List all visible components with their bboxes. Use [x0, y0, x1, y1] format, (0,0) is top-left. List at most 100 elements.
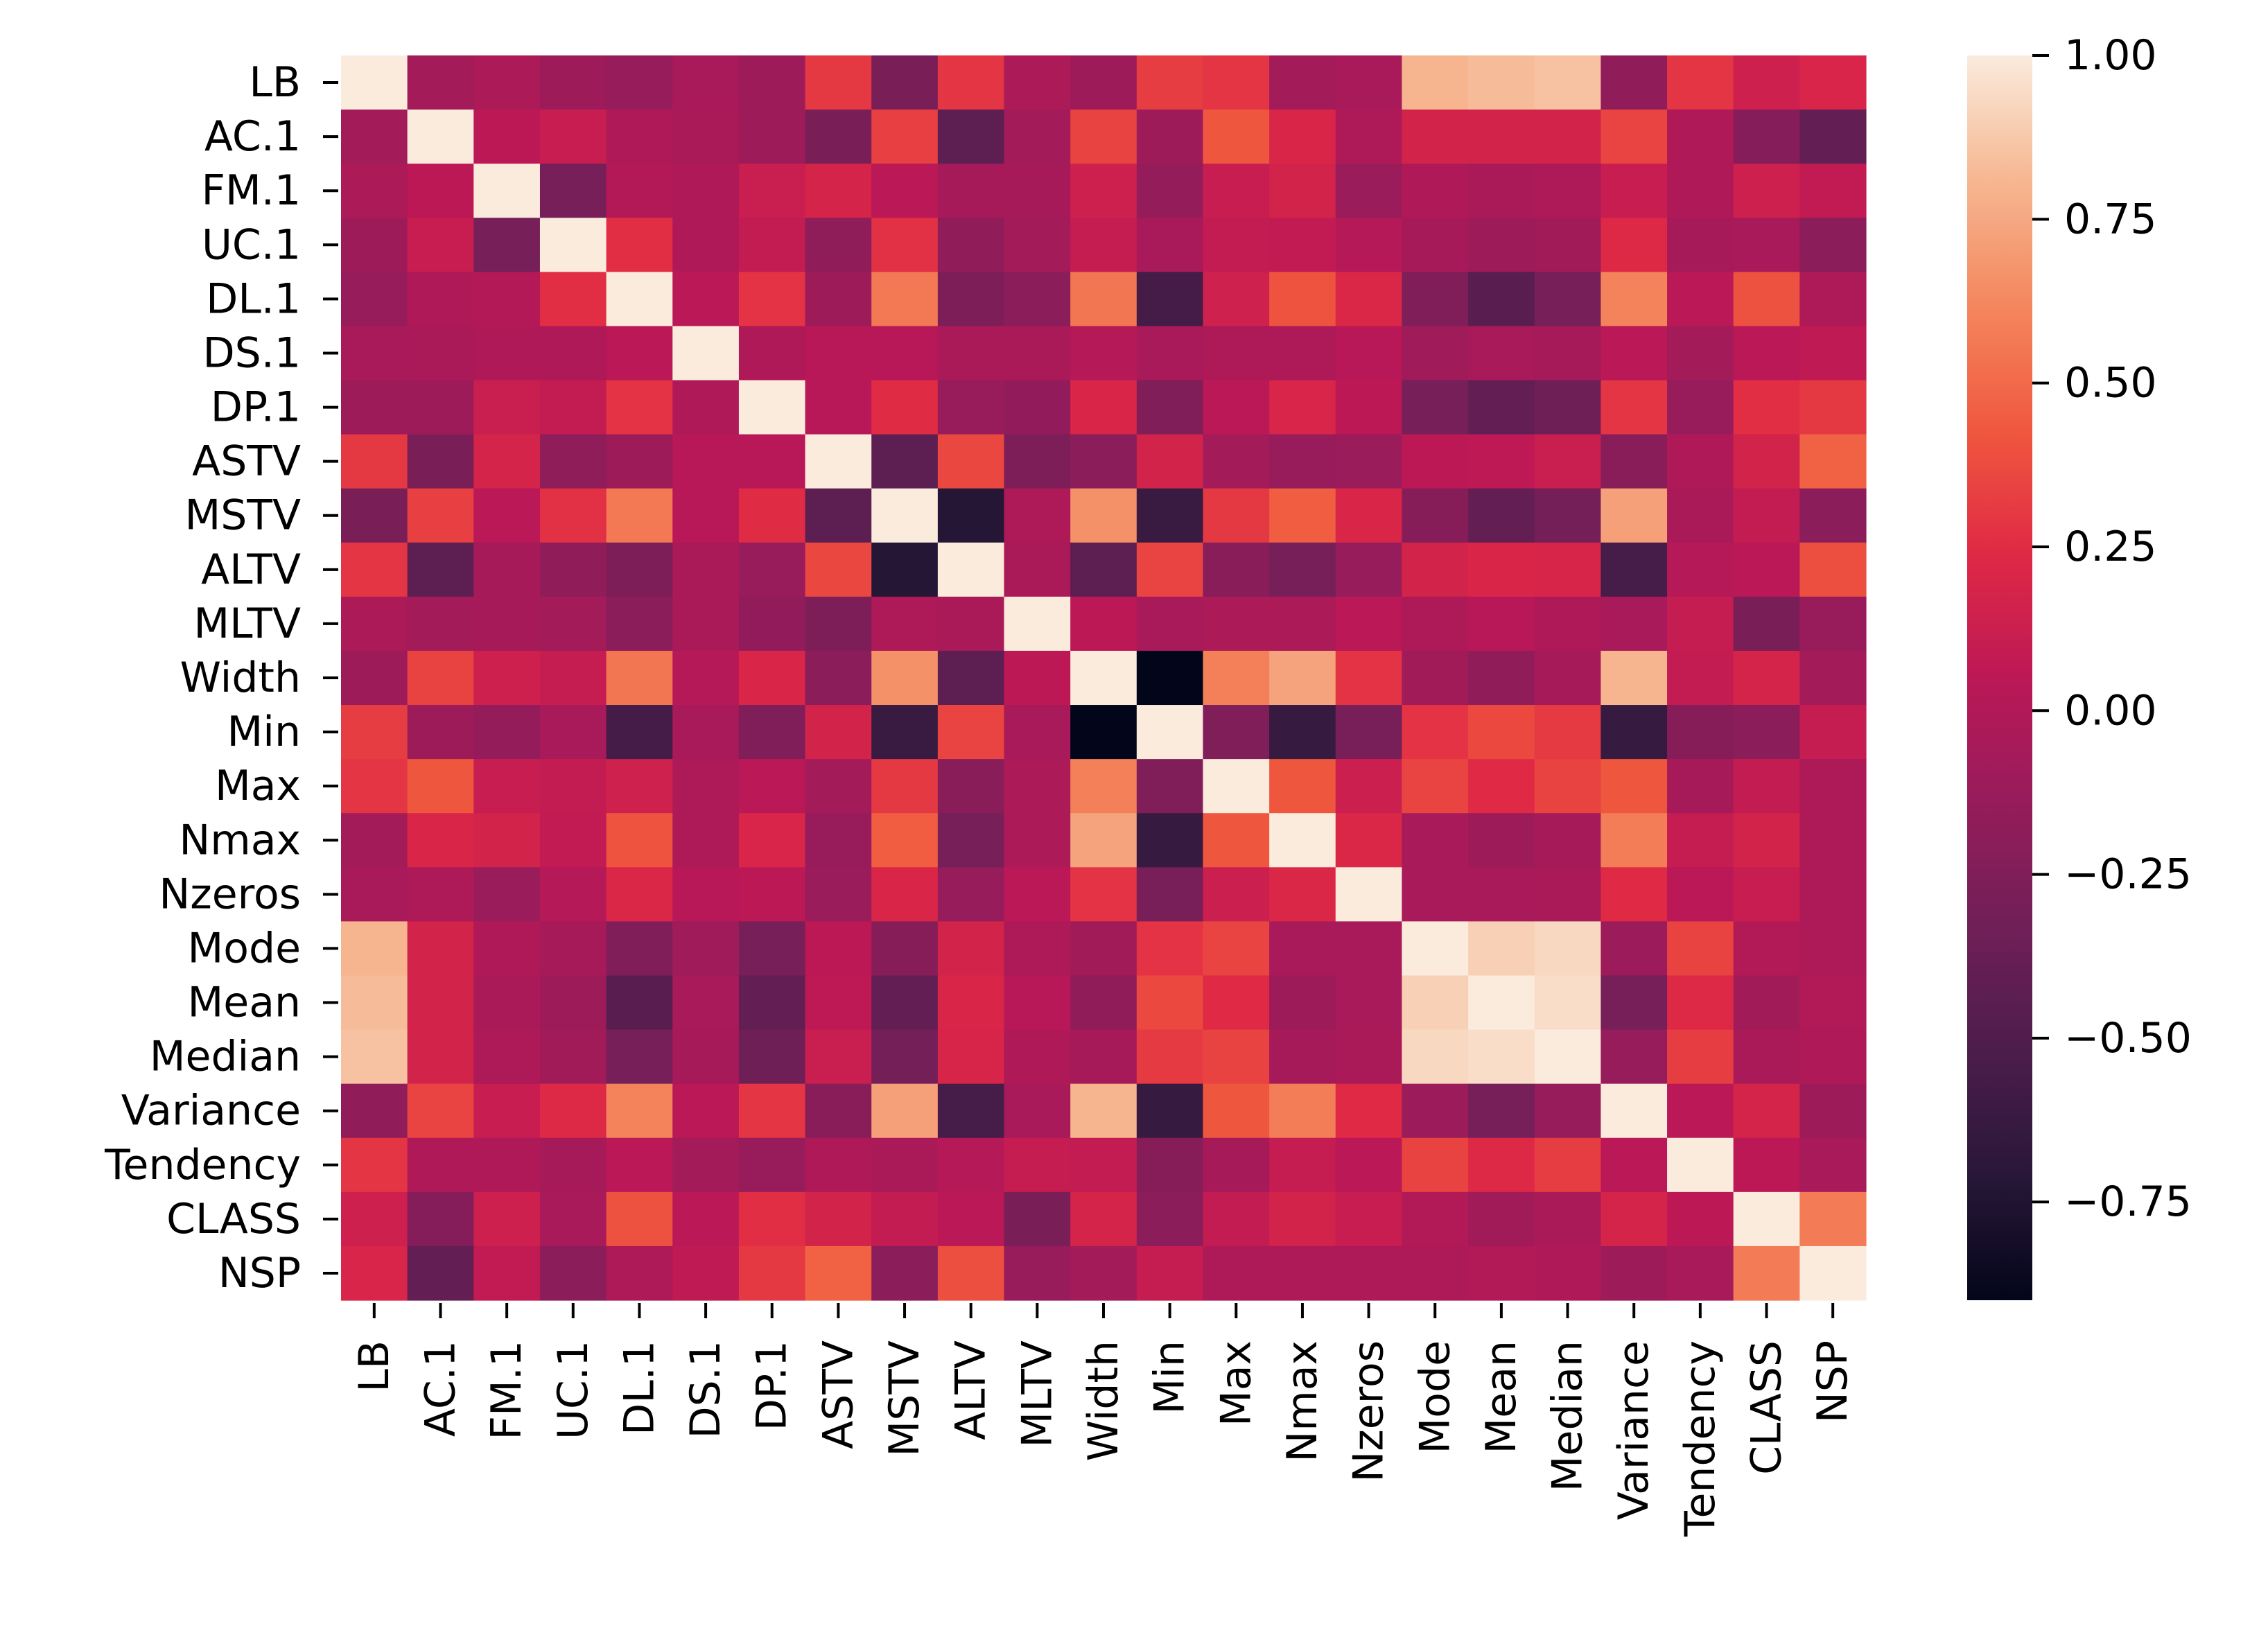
y-tick-label: DP.1 [211, 383, 301, 432]
heatmap-cell-UC.1-DS.1 [672, 218, 740, 272]
heatmap-cell-NSP-LB [341, 1245, 408, 1301]
heatmap-cell-Tendency-AC.1 [407, 1137, 474, 1193]
heatmap-cell-Tendency-Width [1070, 1137, 1137, 1193]
heatmap-cell-DS.1-CLASS [1733, 326, 1800, 381]
x-tick-label: Median [1544, 1340, 1592, 1492]
heatmap-cell-DS.1-MSTV [871, 326, 939, 381]
x-tick-label: UC.1 [549, 1340, 597, 1440]
heatmap-cell-Tendency-ASTV [805, 1137, 872, 1193]
heatmap-cell-Max-LB [341, 759, 408, 814]
heatmap-cell-CLASS-ASTV [805, 1191, 872, 1247]
heatmap-cell-Width-LB [341, 650, 408, 706]
heatmap-cell-Width-DP.1 [738, 650, 806, 706]
heatmap-cell-DS.1-Min [1136, 326, 1204, 381]
heatmap-cell-Nzeros-NSP [1799, 867, 1867, 922]
heatmap-cell-DL.1-CLASS [1733, 272, 1800, 327]
y-tick-label: NSP [218, 1249, 301, 1297]
heatmap-cell-Median-DL.1 [606, 1029, 673, 1085]
heatmap-cell-AC.1-FM.1 [473, 110, 541, 164]
heatmap-cell-ASTV-AC.1 [407, 434, 474, 489]
heatmap-cell-Variance-UC.1 [539, 1083, 607, 1139]
heatmap-cell-Mean-Min [1136, 975, 1204, 1031]
heatmap-cell-Nmax-DP.1 [738, 813, 806, 868]
heatmap-cell-Width-CLASS [1733, 650, 1800, 706]
x-tick-label: CLASS [1743, 1340, 1791, 1475]
heatmap-cell-Max-ASTV [805, 759, 872, 814]
heatmap-cell-Nmax-ALTV [937, 813, 1005, 868]
heatmap-cell-Mode-UC.1 [539, 921, 607, 977]
heatmap-cell-AC.1-Nmax [1269, 110, 1336, 164]
heatmap-cell-Mean-Mean [1468, 975, 1535, 1031]
heatmap-cell-UC.1-Nzeros [1335, 218, 1403, 272]
heatmap-cell-Tendency-DS.1 [672, 1137, 740, 1193]
heatmap-cell-Nzeros-Max [1203, 867, 1270, 922]
heatmap-cell-NSP-Mode [1402, 1245, 1469, 1301]
heatmap-cell-DL.1-DS.1 [672, 272, 740, 327]
heatmap-cell-ALTV-DL.1 [606, 542, 673, 597]
heatmap-cell-Width-NSP [1799, 650, 1867, 706]
heatmap-cell-DP.1-Min [1136, 380, 1204, 435]
heatmap-cell-Median-ASTV [805, 1029, 872, 1085]
heatmap-cell-Tendency-FM.1 [473, 1137, 541, 1193]
heatmap-cell-MSTV-CLASS [1733, 488, 1800, 543]
heatmap-cell-Nmax-Tendency [1667, 813, 1734, 868]
heatmap-cell-AC.1-ALTV [937, 110, 1005, 164]
heatmap-cell-UC.1-AC.1 [407, 218, 474, 272]
heatmap-cell-Mean-Median [1534, 975, 1601, 1031]
heatmap-cell-DL.1-ALTV [937, 272, 1005, 327]
heatmap-cell-Mode-Nzeros [1335, 921, 1403, 977]
heatmap-cell-FM.1-Median [1534, 164, 1601, 218]
heatmap-cell-Nmax-Mean [1468, 813, 1535, 868]
heatmap-cell-MLTV-ASTV [805, 596, 872, 652]
heatmap-cell-MSTV-LB [341, 488, 408, 543]
heatmap-cell-Median-Median [1534, 1029, 1601, 1085]
heatmap-cell-Min-DP.1 [738, 705, 806, 760]
heatmap-cell-Mean-DL.1 [606, 975, 673, 1031]
heatmap-cell-DL.1-MLTV [1004, 272, 1071, 327]
heatmap-cell-MLTV-DP.1 [738, 596, 806, 652]
heatmap-cell-Variance-CLASS [1733, 1083, 1800, 1139]
heatmap-cell-Nmax-Median [1534, 813, 1601, 868]
heatmap-cell-FM.1-UC.1 [539, 164, 607, 218]
heatmap-cell-FM.1-MLTV [1004, 164, 1071, 218]
heatmap-cell-Tendency-DP.1 [738, 1137, 806, 1193]
heatmap-cell-Min-Variance [1600, 705, 1668, 760]
heatmap-cell-Mean-AC.1 [407, 975, 474, 1031]
heatmap-cell-DS.1-MLTV [1004, 326, 1071, 381]
heatmap-cell-Variance-MLTV [1004, 1083, 1071, 1139]
heatmap-cell-Min-Tendency [1667, 705, 1734, 760]
heatmap-cell-Nmax-MLTV [1004, 813, 1071, 868]
heatmap-cell-Nmax-DL.1 [606, 813, 673, 868]
heatmap-cell-DL.1-AC.1 [407, 272, 474, 327]
heatmap-cell-Width-ALTV [937, 650, 1005, 706]
heatmap-cell-NSP-ASTV [805, 1245, 872, 1301]
heatmap-cell-LB-FM.1 [473, 55, 541, 110]
heatmap-cell-MLTV-LB [341, 596, 408, 652]
heatmap-cell-MLTV-Mode [1402, 596, 1469, 652]
heatmap-cell-Median-AC.1 [407, 1029, 474, 1085]
heatmap-cell-Nzeros-DL.1 [606, 867, 673, 922]
heatmap-cell-FM.1-MSTV [871, 164, 939, 218]
heatmap-cell-ASTV-ALTV [937, 434, 1005, 489]
heatmap-cell-Variance-ASTV [805, 1083, 872, 1139]
x-tick-label: Nmax [1278, 1340, 1327, 1462]
heatmap-cell-Nmax-UC.1 [539, 813, 607, 868]
heatmap-cell-LB-Nmax [1269, 55, 1336, 110]
heatmap-cell-MLTV-FM.1 [473, 596, 541, 652]
heatmap-cell-Min-Nmax [1269, 705, 1336, 760]
heatmap-cell-MSTV-UC.1 [539, 488, 607, 543]
heatmap-cell-NSP-UC.1 [539, 1245, 607, 1301]
heatmap-cell-MSTV-Width [1070, 488, 1137, 543]
heatmap-cell-Tendency-MSTV [871, 1137, 939, 1193]
heatmap-cell-Variance-ALTV [937, 1083, 1005, 1139]
heatmap-cell-ASTV-DP.1 [738, 434, 806, 489]
heatmap-cell-Mode-AC.1 [407, 921, 474, 977]
heatmap-cell-Tendency-LB [341, 1137, 408, 1193]
heatmap-cell-DP.1-ASTV [805, 380, 872, 435]
heatmap-cell-LB-Mode [1402, 55, 1469, 110]
heatmap-cell-MLTV-Mean [1468, 596, 1535, 652]
heatmap-cell-MLTV-Nmax [1269, 596, 1336, 652]
heatmap-cell-Mean-LB [341, 975, 408, 1031]
heatmap-cell-Width-Median [1534, 650, 1601, 706]
heatmap-cell-MLTV-ALTV [937, 596, 1005, 652]
